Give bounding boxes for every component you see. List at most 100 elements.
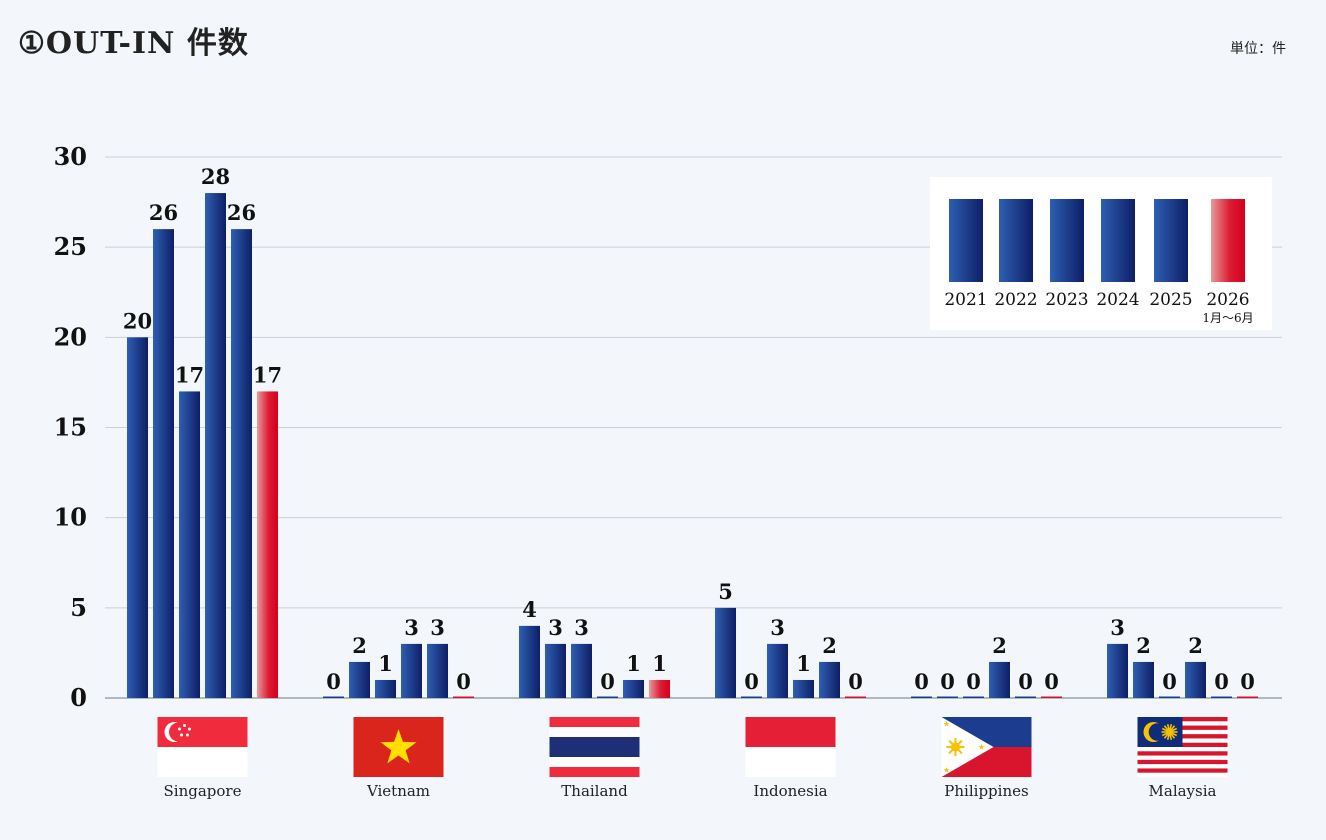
data-label: 0 bbox=[1240, 669, 1255, 694]
data-label: 3 bbox=[1110, 615, 1125, 640]
bar-thailand-2022 bbox=[545, 643, 566, 698]
data-label: 1 bbox=[378, 651, 393, 676]
y-tick-label: 10 bbox=[54, 503, 87, 532]
data-label: 0 bbox=[966, 669, 981, 694]
data-label: 0 bbox=[1214, 669, 1229, 694]
bar-philippines-2023 bbox=[963, 696, 984, 698]
bar-philippines-2022 bbox=[937, 696, 958, 698]
category-label-indonesia: Indonesia bbox=[753, 782, 827, 800]
data-label: 0 bbox=[326, 669, 341, 694]
category-label-singapore: Singapore bbox=[164, 782, 242, 800]
bar-singapore-2024 bbox=[205, 193, 226, 699]
y-tick-label: 20 bbox=[54, 322, 87, 351]
data-label: 2 bbox=[822, 633, 837, 658]
bar-singapore-2026 bbox=[257, 391, 278, 698]
data-label: 20 bbox=[123, 308, 152, 333]
bar-indonesia-2026 bbox=[845, 696, 866, 698]
bar-malaysia-2023 bbox=[1159, 696, 1180, 698]
data-label: 26 bbox=[227, 200, 256, 225]
bar-thailand-2021 bbox=[519, 625, 540, 698]
bar-malaysia-2026 bbox=[1237, 696, 1258, 698]
indonesia-flag-icon bbox=[745, 717, 836, 777]
bar-vietnam-2026 bbox=[453, 696, 474, 698]
singapore-flag-icon bbox=[157, 717, 248, 777]
legend-label-2025: 2025 bbox=[1149, 290, 1192, 310]
bar-indonesia-2022 bbox=[741, 696, 762, 698]
data-label: 5 bbox=[718, 579, 733, 604]
legend-swatch-2025 bbox=[1154, 199, 1188, 282]
data-label: 0 bbox=[1044, 669, 1059, 694]
y-tick-label: 0 bbox=[70, 683, 87, 712]
y-axis: 0 5 10 15 20 25 30 bbox=[54, 142, 87, 712]
data-label: 0 bbox=[848, 669, 863, 694]
legend-sublabel: 1月〜6月 bbox=[1202, 311, 1253, 325]
bar-singapore-2025 bbox=[231, 229, 252, 698]
category-label-philippines: Philippines bbox=[944, 782, 1028, 800]
data-label: 17 bbox=[175, 362, 204, 387]
bar-philippines-2026 bbox=[1041, 696, 1062, 698]
country-flags bbox=[157, 717, 1228, 778]
category-labels: Singapore Vietnam Thailand Indonesia Philipp… bbox=[164, 782, 1217, 800]
bar-singapore-2021 bbox=[127, 337, 148, 698]
bar-indonesia-2023 bbox=[767, 643, 788, 698]
y-tick-label: 15 bbox=[54, 413, 87, 442]
grid-lines bbox=[105, 156, 1282, 699]
bar-vietnam-2021 bbox=[323, 696, 344, 698]
legend-swatch-2023 bbox=[1050, 199, 1084, 282]
bar-thailand-2025 bbox=[623, 679, 644, 698]
y-tick-label: 30 bbox=[54, 142, 87, 171]
bar-philippines-2021 bbox=[911, 696, 932, 698]
bar-malaysia-2022 bbox=[1133, 661, 1154, 698]
malaysia-flag-icon bbox=[1137, 717, 1228, 778]
category-label-thailand: Thailand bbox=[561, 782, 628, 800]
bar-malaysia-2025 bbox=[1211, 696, 1232, 698]
bar-thailand-2024 bbox=[597, 696, 618, 698]
bar-singapore-2022 bbox=[153, 229, 174, 698]
legend-swatch-2024 bbox=[1101, 199, 1135, 282]
data-label: 0 bbox=[1162, 669, 1177, 694]
bar-thailand-2026 bbox=[649, 679, 670, 698]
data-label: 0 bbox=[940, 669, 955, 694]
bar-vietnam-2024 bbox=[401, 643, 422, 698]
legend-label-2026: 2026 bbox=[1206, 290, 1249, 310]
bar-marks bbox=[127, 193, 1258, 699]
data-label: 3 bbox=[548, 615, 563, 640]
thailand-flag-icon bbox=[549, 717, 640, 777]
data-label: 2 bbox=[1136, 633, 1151, 658]
data-label: 3 bbox=[404, 615, 419, 640]
data-label: 1 bbox=[652, 651, 667, 676]
data-label: 17 bbox=[253, 362, 282, 387]
bar-indonesia-2021 bbox=[715, 607, 736, 698]
data-label: 2 bbox=[992, 633, 1007, 658]
y-tick-label: 25 bbox=[54, 232, 87, 261]
bar-malaysia-2021 bbox=[1107, 643, 1128, 698]
legend-label-2021: 2021 bbox=[944, 290, 987, 310]
category-label-vietnam: Vietnam bbox=[366, 782, 430, 800]
data-label: 2 bbox=[1188, 633, 1203, 658]
legend-swatch-2026 bbox=[1211, 199, 1245, 282]
data-label: 2 bbox=[352, 633, 367, 658]
vietnam-flag-icon bbox=[353, 717, 444, 777]
legend-swatch-2022 bbox=[999, 199, 1033, 282]
data-label: 1 bbox=[626, 651, 641, 676]
bar-vietnam-2023 bbox=[375, 679, 396, 698]
data-label: 26 bbox=[149, 200, 178, 225]
data-label: 4 bbox=[522, 597, 537, 622]
philippines-flag-icon bbox=[941, 717, 1032, 777]
y-tick-label: 5 bbox=[70, 593, 87, 622]
data-label: 3 bbox=[430, 615, 445, 640]
data-label: 0 bbox=[456, 669, 471, 694]
bar-malaysia-2024 bbox=[1185, 661, 1206, 698]
data-label: 3 bbox=[574, 615, 589, 640]
legend-label-2024: 2024 bbox=[1096, 290, 1139, 310]
data-label: 0 bbox=[600, 669, 615, 694]
chart-title: ①OUT-IN 件数 bbox=[18, 26, 249, 61]
bar-vietnam-2022 bbox=[349, 661, 370, 698]
bar-indonesia-2024 bbox=[793, 679, 814, 698]
data-label: 3 bbox=[770, 615, 785, 640]
data-label: 1 bbox=[796, 651, 811, 676]
